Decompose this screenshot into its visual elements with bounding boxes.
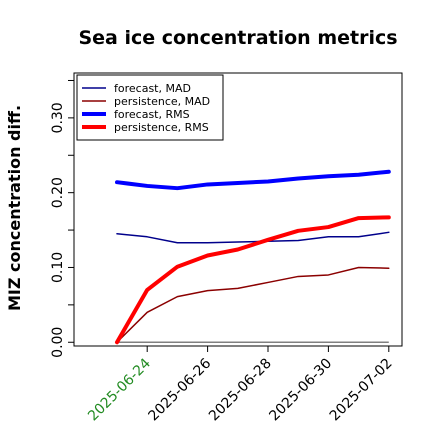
y-tick-label: 0.20 [50, 177, 66, 208]
x-tick-label: 2025-07-02 [327, 356, 396, 425]
legend-label: persistence, RMS [114, 121, 209, 134]
x-tick-label: 2025-06-26 [146, 355, 215, 424]
x-tick-label: 2025-06-24 [85, 355, 154, 424]
x-tick-label: 2025-06-28 [206, 356, 275, 425]
y-tick-label: 0.00 [50, 327, 66, 358]
y-axis-label: MIZ concentration diff. [5, 105, 24, 311]
legend-label: forecast, MAD [114, 82, 191, 95]
chart-title: Sea ice concentration metrics [78, 27, 397, 49]
series-line [115, 215, 391, 345]
x-tick-label: 2025-06-30 [266, 356, 335, 425]
series-line [115, 169, 391, 191]
legend-box [76, 74, 224, 141]
y-tick-label: 0.10 [50, 252, 66, 283]
series-layer [115, 169, 391, 345]
y-axis: 0.00 0.10 0.20 0.30 [50, 79, 74, 358]
plot-frame [73, 72, 403, 347]
series-line [116, 231, 390, 244]
x-axis: 2025-06-242025-06-262025-06-282025-06-30… [85, 346, 396, 425]
series-line [116, 266, 390, 344]
legend-label: forecast, RMS [114, 108, 190, 121]
y-tick-label: 0.30 [50, 102, 66, 133]
legend-label: persistence, MAD [114, 95, 210, 108]
